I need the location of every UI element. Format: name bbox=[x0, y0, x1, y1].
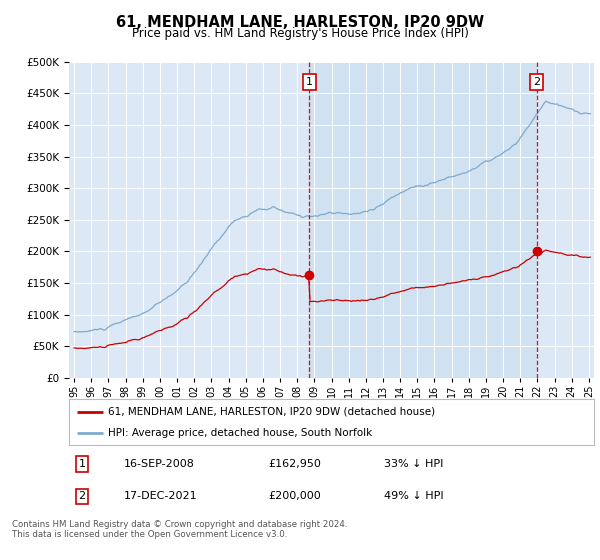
Text: 33% ↓ HPI: 33% ↓ HPI bbox=[384, 459, 443, 469]
Text: Contains HM Land Registry data © Crown copyright and database right 2024.
This d: Contains HM Land Registry data © Crown c… bbox=[12, 520, 347, 539]
Text: 1: 1 bbox=[79, 459, 86, 469]
Text: 49% ↓ HPI: 49% ↓ HPI bbox=[384, 491, 443, 501]
Bar bbox=[310, 62, 536, 378]
Text: £200,000: £200,000 bbox=[269, 491, 321, 501]
Text: 2: 2 bbox=[533, 77, 540, 87]
Text: Price paid vs. HM Land Registry's House Price Index (HPI): Price paid vs. HM Land Registry's House … bbox=[131, 27, 469, 40]
Text: HPI: Average price, detached house, South Norfolk: HPI: Average price, detached house, Sout… bbox=[109, 428, 373, 438]
Text: 2: 2 bbox=[79, 491, 86, 501]
Text: 1: 1 bbox=[306, 77, 313, 87]
Text: £162,950: £162,950 bbox=[269, 459, 322, 469]
Text: 61, MENDHAM LANE, HARLESTON, IP20 9DW: 61, MENDHAM LANE, HARLESTON, IP20 9DW bbox=[116, 15, 484, 30]
Text: 61, MENDHAM LANE, HARLESTON, IP20 9DW (detached house): 61, MENDHAM LANE, HARLESTON, IP20 9DW (d… bbox=[109, 407, 436, 417]
Text: 16-SEP-2008: 16-SEP-2008 bbox=[124, 459, 195, 469]
Text: 17-DEC-2021: 17-DEC-2021 bbox=[124, 491, 198, 501]
